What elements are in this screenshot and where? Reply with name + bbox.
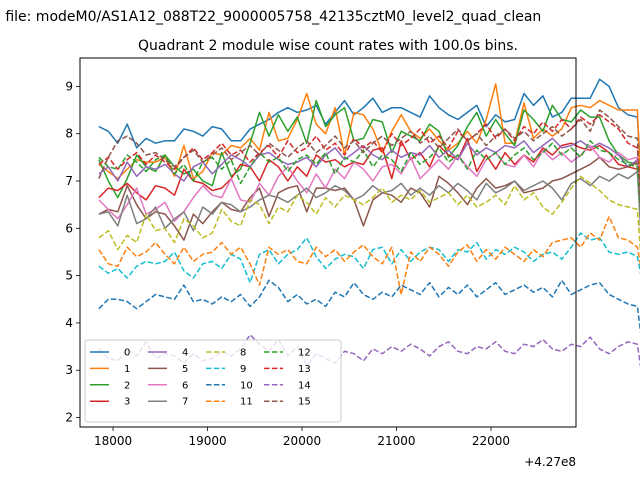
y-axis: 2 3 4 5 6 7 8 9 xyxy=(65,79,80,425)
legend-label-4: 4 xyxy=(182,348,188,359)
legend-label-14: 14 xyxy=(298,380,311,391)
y-tick-label: 6 xyxy=(65,221,73,235)
legend-label-10: 10 xyxy=(240,380,253,391)
suptitle: n file: modeM0/AS1A12_088T22_9000005758_… xyxy=(0,9,541,25)
axes-frame xyxy=(79,57,577,428)
chart-title: Quadrant 2 module wise count rates with … xyxy=(138,38,518,54)
series-line-6 xyxy=(98,144,640,222)
legend-label-2: 2 xyxy=(124,380,130,391)
legend-label-5: 5 xyxy=(182,364,188,375)
y-tick-label: 2 xyxy=(65,411,73,425)
y-tick-label: 8 xyxy=(65,127,73,141)
series-line-3 xyxy=(98,137,640,219)
series-line-0 xyxy=(98,78,640,171)
x-tick-label: 22000 xyxy=(472,434,510,448)
x-axis: 18000 19000 20000 21000 22000 xyxy=(94,427,510,448)
legend-label-7: 7 xyxy=(182,397,188,408)
legend-label-15: 15 xyxy=(298,397,311,408)
x-tick-label: 19000 xyxy=(188,434,226,448)
legend-label-12: 12 xyxy=(298,348,311,359)
legend-label-1: 1 xyxy=(124,364,130,375)
series-line-8 xyxy=(98,175,640,255)
series-layer xyxy=(98,78,640,368)
x-tick-label: 18000 xyxy=(94,434,132,448)
legend-label-3: 3 xyxy=(124,397,130,408)
legend-label-8: 8 xyxy=(240,348,246,359)
series-line-13 xyxy=(98,114,640,197)
series-line-9 xyxy=(98,232,640,284)
y-tick-label: 7 xyxy=(65,174,73,188)
legend-label-9: 9 xyxy=(240,364,246,375)
y-tick-label: 5 xyxy=(65,269,73,283)
series-line-10 xyxy=(98,279,640,334)
legend-label-6: 6 xyxy=(182,380,188,391)
y-tick-label: 4 xyxy=(65,316,73,330)
y-tick-label: 9 xyxy=(65,79,73,93)
series-line-4 xyxy=(98,137,640,209)
series-line-15 xyxy=(98,109,640,210)
legend-label-0: 0 xyxy=(124,348,130,359)
series-line-12 xyxy=(98,140,640,212)
series-line-1 xyxy=(98,83,640,190)
legend-label-11: 11 xyxy=(240,397,253,408)
x-offset-label: +4.27e8 xyxy=(524,455,576,469)
x-tick-label: 20000 xyxy=(283,434,321,448)
series-line-7 xyxy=(98,170,640,233)
x-tick-label: 21000 xyxy=(377,434,415,448)
y-tick-label: 3 xyxy=(65,363,73,377)
legend-label-13: 13 xyxy=(298,364,311,375)
series-line-11 xyxy=(98,215,640,296)
